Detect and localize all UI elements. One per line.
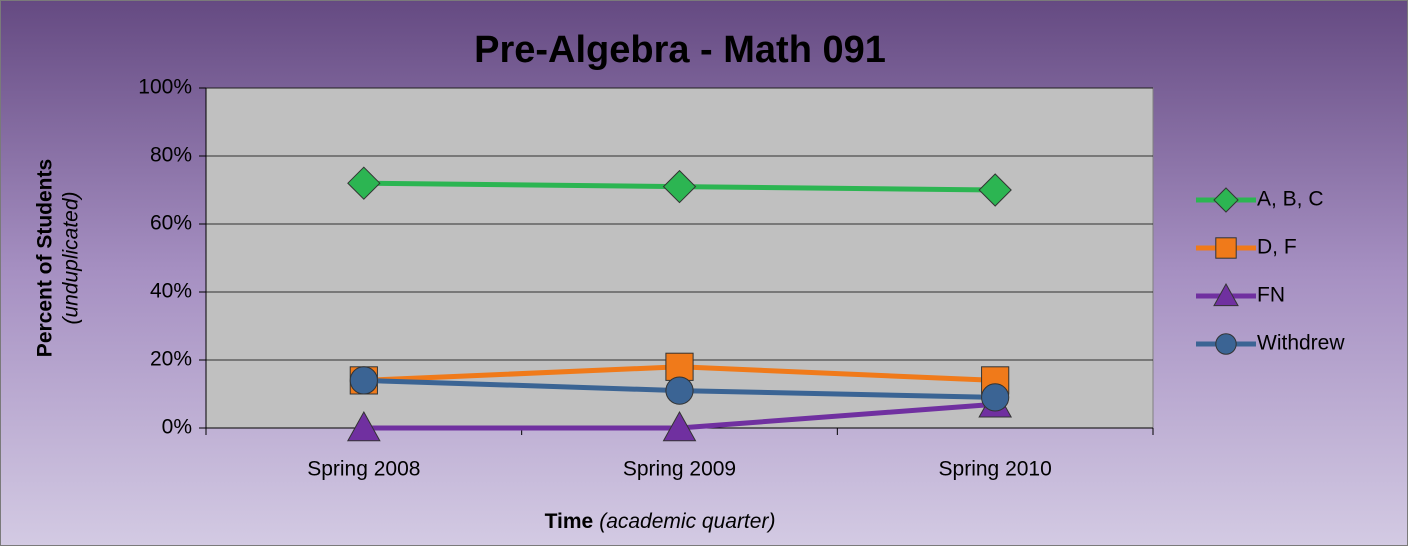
y-tick-label: 40% (150, 280, 192, 303)
marker (665, 376, 694, 405)
marker (662, 410, 697, 442)
y-tick-label: 100% (138, 76, 192, 99)
marker (346, 410, 381, 442)
x-tick-label: Spring 2009 (623, 458, 736, 481)
chart-title: Pre-Algebra - Math 091 (474, 29, 886, 71)
y-tick-label: 60% (150, 212, 192, 235)
legend-label: A, B, C (1257, 188, 1324, 211)
marker (665, 352, 694, 381)
x-axis-title: Time (545, 510, 594, 533)
marker (981, 383, 1010, 412)
y-tick-label: 0% (162, 416, 192, 439)
legend-marker (1215, 237, 1237, 259)
legend-label: D, F (1257, 236, 1297, 259)
x-tick-label: Spring 2010 (939, 458, 1052, 481)
y-axis-note: (unduplicated) (60, 191, 83, 324)
legend-marker (1213, 187, 1239, 213)
x-axis-note: (academic quarter) (599, 510, 775, 533)
y-tick-label: 20% (150, 348, 192, 371)
marker (978, 173, 1012, 207)
legend-marker (1213, 282, 1239, 307)
legend-label: FN (1257, 284, 1285, 307)
x-axis-label: Time (academic quarter) (545, 510, 776, 533)
legend-label: Withdrew (1257, 332, 1345, 355)
y-axis-label: Percent of Students (34, 159, 57, 357)
legend-marker (1215, 333, 1237, 355)
y-tick-label: 80% (150, 144, 192, 167)
marker (349, 366, 378, 395)
x-tick-label: Spring 2008 (307, 458, 420, 481)
marker (347, 166, 381, 200)
marker (662, 169, 697, 204)
